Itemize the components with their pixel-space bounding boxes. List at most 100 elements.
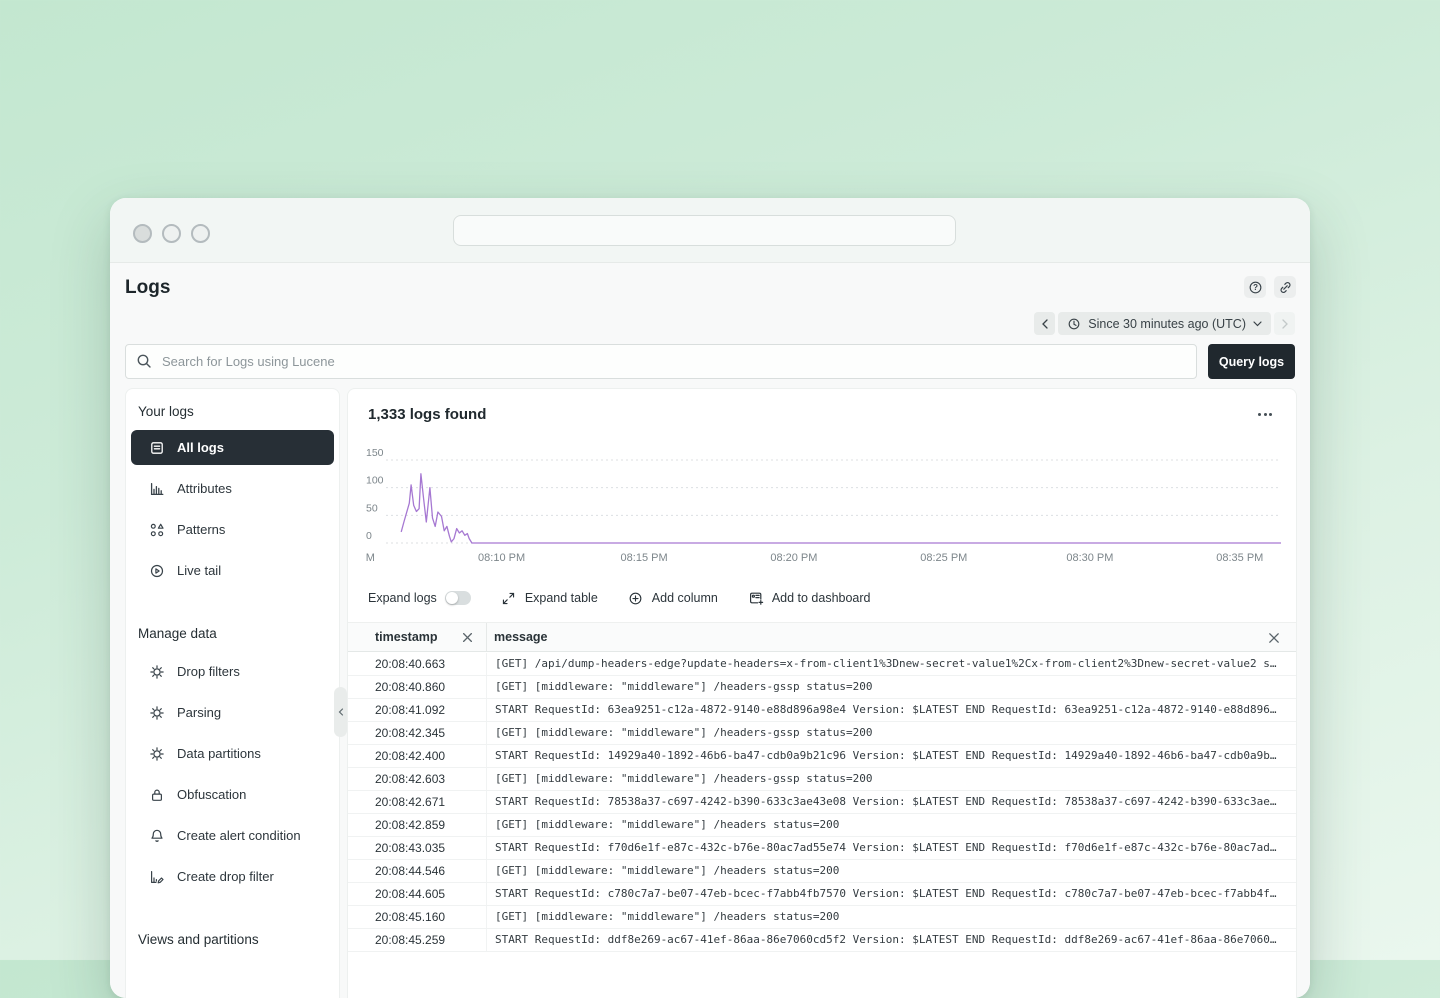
add-column-label: Add column [651,591,718,605]
sidebar-item-create-drop-filter[interactable]: Create drop filter [131,859,334,894]
sidebar-collapse-handle[interactable] [334,687,347,737]
sidebar-item-data-partitions[interactable]: Data partitions [131,736,334,771]
timestamp-cell: 20:08:45.259 [375,933,446,947]
traffic-light-close[interactable] [133,224,152,243]
message-cell: [GET] [middleware: "middleware"] /header… [486,768,1296,790]
shapes-icon [149,522,165,538]
sidebar-item-label: All logs [177,440,224,455]
svg-text:?: ? [1253,283,1258,292]
window-chrome [110,198,1310,263]
svg-text:08:10 PM: 08:10 PM [478,552,525,564]
overflow-menu-button[interactable] [1254,409,1276,420]
svg-text:150: 150 [366,447,384,459]
query-logs-button[interactable]: Query logs [1208,344,1295,379]
message-cell: [GET] [middleware: "middleware"] /header… [486,860,1296,882]
sidebar-item-drop-filters[interactable]: Drop filters [131,654,334,689]
clock-icon [1068,318,1080,329]
sidebar-item-attributes[interactable]: Attributes [131,471,334,506]
copy-link-button[interactable] [1274,276,1296,298]
gear-icon [149,746,165,762]
timestamp-cell: 20:08:42.671 [375,795,446,809]
traffic-light-maximize[interactable] [191,224,210,243]
svg-text:08:35 PM: 08:35 PM [1216,552,1263,564]
message-cell: START RequestId: ddf8e269-ac67-41ef-86aa… [486,929,1296,951]
table-row[interactable]: 20:08:42.671 START RequestId: 78538a37-c6… [348,791,1296,814]
table-row[interactable]: 20:08:42.400 START RequestId: 14929a40-18… [348,745,1296,768]
table-row[interactable]: 20:08:40.860 [GET] [middleware: "middlewa… [348,676,1296,699]
message-cell: [GET] [middleware: "middleware"] /header… [486,722,1296,744]
sidebar-item-label: Live tail [177,563,222,578]
search-input[interactable] [125,344,1197,379]
svg-text:08:15 PM: 08:15 PM [621,552,668,564]
time-prev-button[interactable] [1034,312,1056,335]
chevron-down-icon [1253,320,1262,326]
table-row[interactable]: 20:08:44.546 [GET] [middleware: "middlewa… [348,860,1296,883]
table-row[interactable]: 20:08:43.035 START RequestId: f70d6e1f-e8… [348,837,1296,860]
close-table-button[interactable] [1268,632,1280,644]
svg-text:08:20 PM: 08:20 PM [770,552,817,564]
column-header-timestamp[interactable]: timestamp [375,630,438,644]
browser-window: Logs ? Since 30 minutes ago (UTC) [110,198,1310,998]
gear-icon [149,664,165,680]
sidebar-section-heading: Your logs [138,404,194,419]
expand-table-button[interactable]: Expand table [501,590,598,606]
expand-logs-control: Expand logs [368,591,471,605]
timestamp-cell: 20:08:42.400 [375,749,446,763]
url-bar[interactable] [453,215,956,246]
dashboard-icon [748,590,764,606]
table-row[interactable]: 20:08:45.160 [GET] [middleware: "middlewa… [348,906,1296,929]
sidebar-item-parsing[interactable]: Parsing [131,695,334,730]
add-column-button[interactable]: Add column [628,590,718,606]
chevron-left-icon [338,708,343,716]
table-row[interactable]: 20:08:45.259 START RequestId: ddf8e269-ac… [348,929,1296,952]
timestamp-cell: 20:08:42.603 [375,772,446,786]
table-row[interactable]: 20:08:40.663 [GET] /api/dump-headers-edge… [348,653,1296,676]
sidebar-item-label: Data partitions [177,746,261,761]
help-button[interactable]: ? [1244,276,1266,298]
plus-circle-icon [628,590,644,606]
svg-text:100: 100 [366,475,384,487]
time-range-selector[interactable]: Since 30 minutes ago (UTC) [1058,312,1271,335]
timestamp-cell: 20:08:42.345 [375,726,446,740]
expand-logs-label: Expand logs [368,591,437,605]
add-to-dashboard-button[interactable]: Add to dashboard [748,590,871,606]
sidebar-item-obfuscation[interactable]: Obfuscation [131,777,334,812]
message-cell: START RequestId: 63ea9251-c12a-4872-9140… [486,699,1296,721]
timestamp-cell: 20:08:41.092 [375,703,446,717]
link-icon [1280,281,1290,293]
message-cell: [GET] [middleware: "middleware"] /header… [486,906,1296,928]
sidebar-item-create-alert-condition[interactable]: Create alert condition [131,818,334,853]
sidebar-item-label: Attributes [177,481,232,496]
results-count: 1,333 logs found [368,406,487,423]
table-row[interactable]: 20:08:42.345 [GET] [middleware: "middlewa… [348,722,1296,745]
time-next-button[interactable] [1274,312,1295,335]
sidebar-section-heading: Manage data [138,626,217,641]
sidebar-item-all-logs[interactable]: All logs [131,430,334,465]
logs-chart: 150 100 50 0 M 08:10 PM 08:15 PM 08:20 PM 08:25 … [366,447,1281,564]
help-icon: ? [1249,281,1261,293]
sidebar-section-heading: Views and partitions [138,932,259,947]
bell-icon [149,828,165,844]
bar-chart-icon [149,481,165,497]
sidebar-item-label: Patterns [177,522,226,537]
timestamp-cell: 20:08:44.546 [375,864,446,878]
log-list-icon [149,440,165,456]
column-header-message[interactable]: message [494,630,548,644]
lock-icon [149,787,165,803]
table-row[interactable]: 20:08:42.859 [GET] [middleware: "middlewa… [348,814,1296,837]
chart-pencil-icon [149,869,165,885]
table-row[interactable]: 20:08:41.092 START RequestId: 63ea9251-c1… [348,699,1296,722]
remove-timestamp-column-button[interactable] [462,632,473,643]
sidebar-item-live-tail[interactable]: Live tail [131,553,334,588]
table-toolbar: Expand logs Expand table Add column [368,585,871,611]
gear-icon [149,705,165,721]
table-row[interactable]: 20:08:42.603 [GET] [middleware: "middlewa… [348,768,1296,791]
message-cell: START RequestId: f70d6e1f-e87c-432c-b76e… [486,837,1296,859]
timestamp-cell: 20:08:45.160 [375,910,446,924]
expand-logs-toggle[interactable] [444,591,471,605]
table-row[interactable]: 20:08:44.605 START RequestId: c780c7a7-be… [348,883,1296,906]
sidebar-item-patterns[interactable]: Patterns [131,512,334,547]
sidebar-item-label: Drop filters [177,664,240,679]
traffic-light-minimize[interactable] [162,224,181,243]
message-cell: START RequestId: c780c7a7-be07-47eb-bcec… [486,883,1296,905]
